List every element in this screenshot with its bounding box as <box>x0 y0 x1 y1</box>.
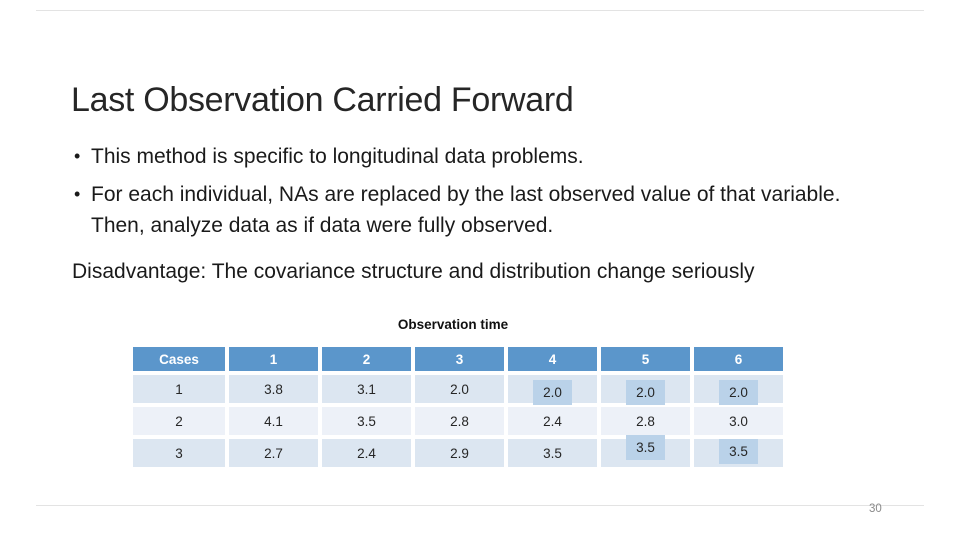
top-divider-line <box>36 10 924 11</box>
table-row: 3 2.7 2.4 2.9 3.5 3.5 3.5 <box>133 434 783 467</box>
header-cell: 4 <box>508 347 597 371</box>
header-cell: 1 <box>229 347 318 371</box>
observation-table-wrap: Cases 1 2 3 4 5 6 1 3.8 3.1 2.0 2.0 2.0 2.0 2 4.1 3.5 2.… <box>129 343 787 471</box>
table-cell: 2.8 <box>415 407 504 435</box>
carried-forward-highlight: 2.0 <box>626 379 665 405</box>
table-cell: 3 <box>133 439 225 467</box>
bullet-list: This method is specific to longitudinal … <box>74 141 866 248</box>
bullet-item: For each individual, NAs are replaced by… <box>74 179 866 241</box>
table-cell: 2.4 <box>508 407 597 435</box>
header-cell: 6 <box>694 347 783 371</box>
table-body: 1 3.8 3.1 2.0 2.0 2.0 2.0 2 4.1 3.5 2.8 2.4 2.8 3.0 3 2… <box>133 375 783 467</box>
carried-forward-highlight: 2.0 <box>719 379 758 405</box>
page-number: 30 <box>869 503 882 515</box>
table-cell: 3.5 <box>601 434 690 467</box>
table-caption: Observation time <box>397 317 509 332</box>
table-cell: 2.0 <box>694 375 783 405</box>
table-cell: 2.9 <box>415 439 504 467</box>
table-cell: 2.8 <box>601 407 690 435</box>
header-cell: Cases <box>133 347 225 371</box>
header-cell: 3 <box>415 347 504 371</box>
table-cell: 2.0 <box>601 375 690 405</box>
carried-forward-highlight: 3.5 <box>626 434 665 460</box>
slide-title: Last Observation Carried Forward <box>71 80 574 119</box>
table-cell: 3.5 <box>508 439 597 467</box>
table-cell: 3.5 <box>694 438 783 467</box>
table-cell: 4.1 <box>229 407 318 435</box>
bullet-item: This method is specific to longitudinal … <box>74 141 866 172</box>
table-cell: 2.0 <box>508 375 597 405</box>
table-cell: 2.4 <box>322 439 411 467</box>
carried-forward-highlight: 2.0 <box>533 379 572 405</box>
table-cell: 1 <box>133 375 225 403</box>
table-cell: 2.0 <box>415 375 504 403</box>
carried-forward-highlight: 3.5 <box>719 438 758 464</box>
table-cell: 3.0 <box>694 407 783 435</box>
table-cell: 3.1 <box>322 375 411 403</box>
bottom-divider-line <box>36 505 924 506</box>
table-cell: 2 <box>133 407 225 435</box>
table-cell: 2.7 <box>229 439 318 467</box>
observation-table: Cases 1 2 3 4 5 6 1 3.8 3.1 2.0 2.0 2.0 2.0 2 4.1 3.5 2.… <box>129 343 787 471</box>
table-cell: 3.8 <box>229 375 318 403</box>
header-cell: 5 <box>601 347 690 371</box>
header-cell: 2 <box>322 347 411 371</box>
table-row: 2 4.1 3.5 2.8 2.4 2.8 3.0 <box>133 407 783 435</box>
table-cell: 3.5 <box>322 407 411 435</box>
table-header-row: Cases 1 2 3 4 5 6 <box>133 347 783 371</box>
disadvantage-text: Disadvantage: The covariance structure a… <box>72 260 755 283</box>
table-row: 1 3.8 3.1 2.0 2.0 2.0 2.0 <box>133 375 783 405</box>
